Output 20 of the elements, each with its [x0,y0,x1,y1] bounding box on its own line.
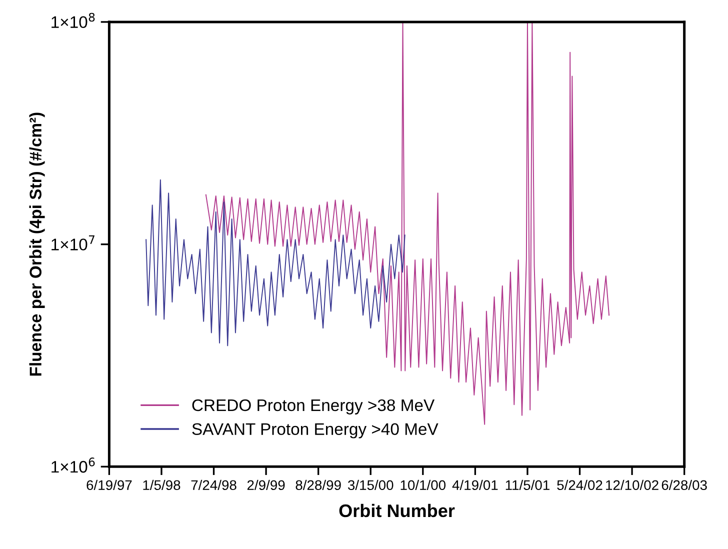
x-tick-label: 7/24/98 [191,480,236,490]
x-tick-label: 10/1/00 [400,480,446,490]
y-tick-label: 1×10$^{8}$ [52,12,95,28]
x-tick-label: 1/5/98 [143,480,180,490]
x-tick-label: 6/19/97 [86,480,132,490]
y-axis-title: Fluence per Orbit (4pi Str) (#/cm²) [29,112,45,376]
x-tick-label: 5/24/02 [557,480,602,490]
x-tick-label: 4/19/01 [452,480,498,490]
legend-label: SAVANT Proton Energy >40 MeV [192,423,438,438]
line-series [146,179,406,346]
x-tick-label: 2/9/99 [247,480,285,490]
y-tick-label: 1×10$^{6}$ [52,458,95,473]
x-tick-label: 6/28/03 [662,480,707,490]
x-axis-title: Orbit Number [339,504,455,518]
y-tick-label: 1×10$^{7}$ [52,235,94,250]
x-tick-label: 11/5/01 [506,480,550,490]
legend-label: CREDO Proton Energy >38 MeV [192,399,435,414]
x-tick-label: 12/10/02 [606,480,658,490]
x-tick-label: 3/15/00 [348,480,394,490]
x-tick-label: 8/28/99 [296,480,341,490]
